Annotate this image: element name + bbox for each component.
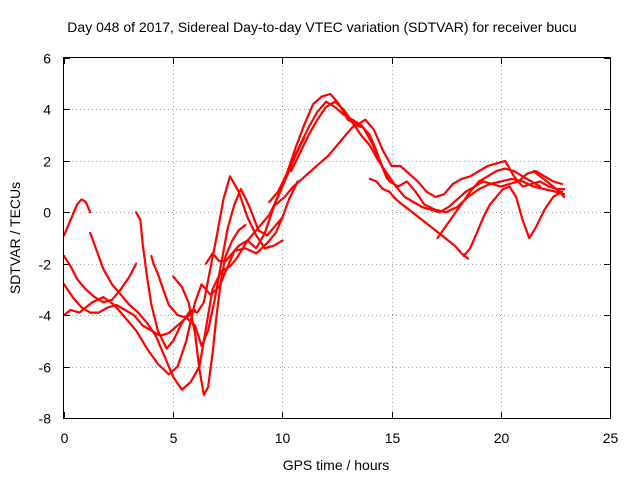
x-tick-label: 5 xyxy=(170,430,178,446)
y-tick-label: 6 xyxy=(43,51,51,67)
satellite-track-16 xyxy=(532,170,566,198)
x-tick-labels: 0 5 10 15 20 25 xyxy=(61,430,619,446)
y-tick-label: 0 xyxy=(43,205,51,221)
data-series xyxy=(62,92,566,396)
y-tick-labels: -8 -6 -4 -2 0 2 4 6 xyxy=(39,51,52,427)
satellite-track-10 xyxy=(268,92,566,204)
x-tick-label: 10 xyxy=(275,430,291,446)
chart-title: Day 048 of 2017, Sidereal Day-to-day VTE… xyxy=(67,19,576,35)
satellite-track-4 xyxy=(62,254,138,304)
satellite-track-15 xyxy=(462,185,564,258)
axis-ticks xyxy=(64,58,611,419)
y-tick-label: -8 xyxy=(39,411,52,427)
x-tick-label: 0 xyxy=(61,430,69,446)
x-tick-label: 15 xyxy=(385,430,401,446)
y-tick-label: 2 xyxy=(43,154,51,170)
x-axis-label: GPS time / hours xyxy=(283,457,390,473)
satellite-track-2 xyxy=(62,198,92,237)
x-tick-label: 25 xyxy=(603,430,619,446)
satellite-track-1 xyxy=(62,180,299,376)
satellite-track-8 xyxy=(62,283,197,337)
y-tick-label: -6 xyxy=(39,360,52,376)
satellite-track-13 xyxy=(368,177,470,260)
satellite-track-3 xyxy=(89,136,306,391)
y-tick-label: -2 xyxy=(39,257,52,273)
satellite-track-14 xyxy=(436,167,542,240)
satellite-track-5 xyxy=(135,175,284,350)
x-tick-label: 20 xyxy=(494,430,510,446)
y-tick-label: 4 xyxy=(43,102,51,118)
satellite-track-12 xyxy=(290,100,564,214)
y-tick-label: -4 xyxy=(39,308,52,324)
satellite-track-6 xyxy=(150,188,284,348)
satellite-track-11 xyxy=(274,123,389,206)
satellite-track-7 xyxy=(172,224,247,396)
plot-frame xyxy=(63,57,611,419)
y-axis-label: SDTVAR / TECUs xyxy=(7,182,23,294)
satellite-track-9 xyxy=(204,100,566,265)
